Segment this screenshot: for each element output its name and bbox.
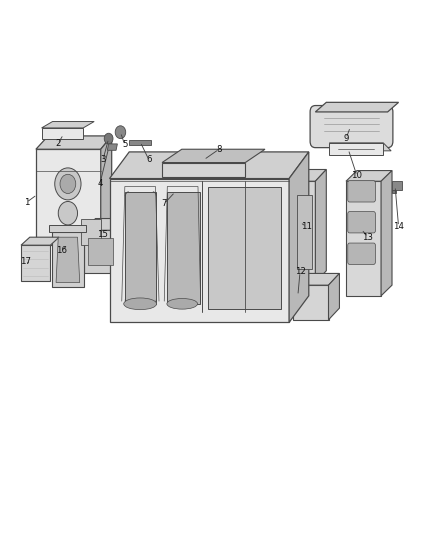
Polygon shape [208, 187, 281, 309]
FancyBboxPatch shape [348, 181, 375, 202]
Circle shape [55, 168, 81, 200]
Text: 7: 7 [162, 199, 167, 208]
Text: 14: 14 [393, 222, 404, 231]
Polygon shape [107, 144, 117, 150]
FancyBboxPatch shape [310, 106, 393, 148]
Polygon shape [84, 230, 117, 273]
Circle shape [58, 201, 78, 225]
Polygon shape [101, 136, 112, 245]
Polygon shape [88, 238, 113, 265]
Polygon shape [297, 195, 312, 269]
Ellipse shape [124, 298, 157, 310]
Circle shape [104, 133, 113, 144]
Text: 2: 2 [55, 140, 60, 148]
Polygon shape [289, 152, 309, 322]
Text: 17: 17 [20, 257, 31, 265]
Text: 1: 1 [24, 198, 29, 207]
Polygon shape [162, 149, 265, 163]
Text: 3: 3 [100, 156, 106, 164]
Polygon shape [381, 171, 392, 296]
Polygon shape [125, 192, 156, 304]
Polygon shape [81, 219, 101, 245]
Circle shape [115, 126, 126, 139]
Text: 4: 4 [97, 180, 102, 188]
Text: 6: 6 [146, 156, 152, 164]
Polygon shape [315, 169, 326, 282]
Polygon shape [110, 152, 309, 179]
Polygon shape [56, 237, 80, 282]
Polygon shape [346, 171, 392, 181]
Polygon shape [42, 122, 94, 128]
Text: 15: 15 [97, 230, 109, 239]
Polygon shape [392, 181, 402, 190]
FancyBboxPatch shape [348, 212, 375, 233]
Text: 9: 9 [343, 134, 349, 143]
Text: 16: 16 [56, 246, 67, 255]
Polygon shape [293, 285, 328, 320]
Circle shape [60, 174, 76, 193]
Text: 8: 8 [216, 145, 222, 154]
Polygon shape [36, 136, 112, 149]
Polygon shape [36, 149, 101, 245]
Polygon shape [49, 225, 86, 232]
Polygon shape [315, 102, 399, 112]
Polygon shape [21, 237, 59, 245]
Polygon shape [84, 219, 129, 230]
Polygon shape [129, 140, 151, 145]
Text: 10: 10 [351, 172, 363, 180]
Polygon shape [21, 245, 50, 281]
Polygon shape [329, 143, 391, 151]
Polygon shape [42, 128, 83, 139]
Polygon shape [392, 190, 396, 193]
Text: 13: 13 [362, 233, 374, 241]
Polygon shape [110, 179, 289, 322]
Text: 12: 12 [294, 268, 306, 276]
Text: 5: 5 [122, 141, 127, 149]
Polygon shape [346, 181, 381, 296]
Ellipse shape [167, 298, 198, 309]
Polygon shape [293, 273, 339, 285]
Polygon shape [293, 169, 326, 181]
Polygon shape [328, 273, 339, 320]
Text: 11: 11 [301, 222, 312, 231]
Polygon shape [167, 192, 200, 304]
FancyBboxPatch shape [348, 243, 375, 264]
Polygon shape [52, 232, 84, 287]
Polygon shape [293, 181, 315, 282]
Polygon shape [329, 143, 383, 155]
Polygon shape [162, 163, 245, 177]
